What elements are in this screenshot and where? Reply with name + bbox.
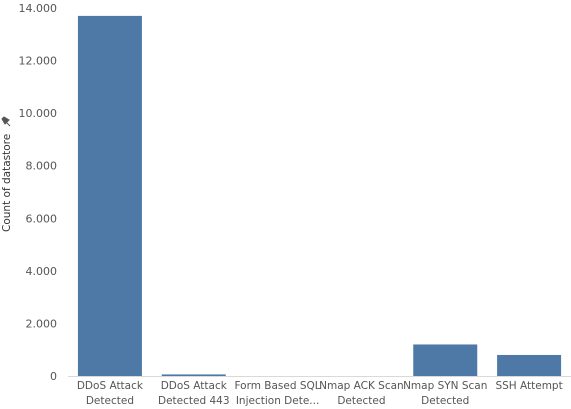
x-category-label: Nmap SYN Scan [403,380,487,392]
x-category-label: Injection Dete... [236,395,320,407]
y-axis-title: Count of datastore [1,134,13,232]
pin-icon[interactable] [1,116,11,127]
x-category-label: Detected [421,395,469,407]
x-category-label: Form Based SQL [235,380,321,392]
y-tick-label: 0 [50,370,57,383]
y-tick-label: 4.000 [26,265,58,278]
y-axis-title-group: Count of datastore [1,116,13,232]
y-tick-label: 6.000 [26,212,58,225]
y-tick-label: 8.000 [26,160,58,173]
bar[interactable] [77,15,142,377]
bars [77,15,562,377]
bar[interactable] [413,344,478,376]
y-tick-label: 10.000 [19,107,58,120]
bar[interactable] [497,354,562,376]
x-category-label: Detected 443 [158,395,230,407]
x-category-label: Detected [337,395,385,407]
x-category-label: Nmap ACK Scan [319,380,404,392]
x-category-label: Detected [86,395,134,407]
x-category-label: DDoS Attack [161,380,228,392]
bar[interactable] [161,374,226,376]
x-category-label: SSH Attempt [495,380,562,392]
y-tick-label: 14.000 [19,2,58,15]
x-axis-labels: DDoS Attack Detected DDoS Attack Detected 4… [77,380,563,407]
x-category-label: DDoS Attack [77,380,144,392]
y-tick-label: 12.000 [19,55,58,68]
y-axis-ticks: 0 2.000 4.000 6.000 8.000 10.000 12.000 14.000 [19,2,58,383]
y-tick-label: 2.000 [26,317,58,330]
